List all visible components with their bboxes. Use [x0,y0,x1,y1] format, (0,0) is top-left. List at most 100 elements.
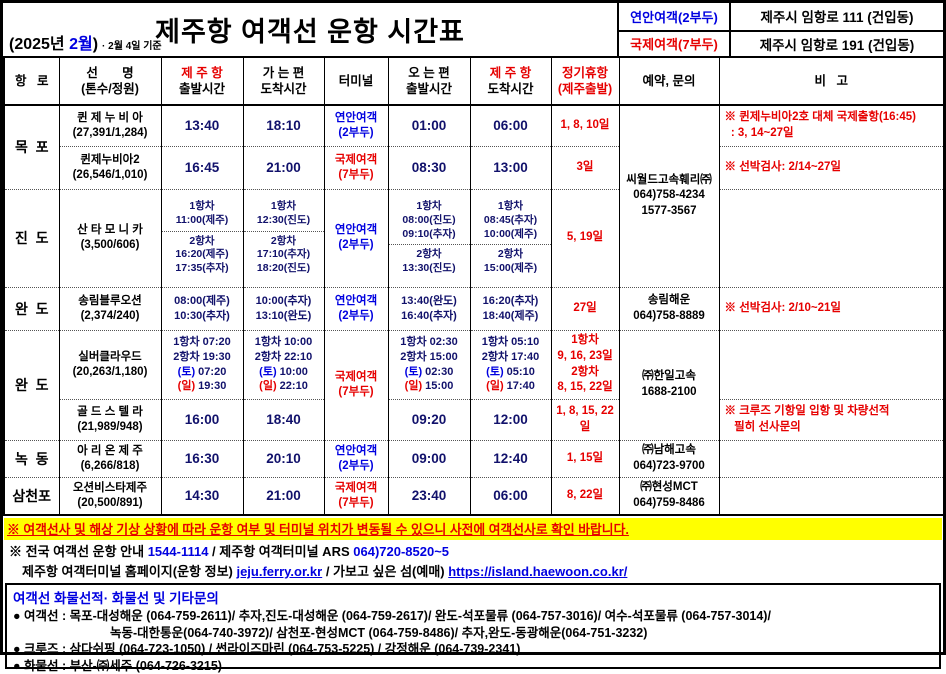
ship-cell: 골 드 스 텔 라 (21,989/948) [59,399,161,440]
ship-cell: 산 타 모 니 카 (3,500/606) [59,189,161,287]
jeju-arrival-cell: 16:20(추자) 18:40(제주) [470,287,551,330]
terminal-cell: 국제여객 (7부두) [324,330,388,440]
page: 제주항 여객선 운항 시간표 (2025년 2월)· 2월 4일 기준 연안여객… [0,0,946,655]
cargo-contact-box: 여객선 화물선적· 화물선 및 기타문의 ● 여객선 : 목포-대성해운 (06… [5,583,941,669]
info-line-websites: 제주항 여객터미널 홈페이지(운항 정보) jeju.ferry.or.kr /… [3,560,943,580]
terminal-row-international: 국제여객(7부두) 제주시 임항로 191 (건입동) [619,30,943,57]
terminal-cell: 국제여객 (7부두) [324,146,388,189]
outbound-arrival-cell: 20:10 [243,440,324,477]
text-segment: 07:20 [195,366,226,378]
inbound-departure-cell: 08:30 [388,146,470,189]
text-segment: ) [93,36,98,53]
note-cell [719,477,944,515]
holiday-cell: 1, 8, 15, 22일 [551,399,619,440]
cargo-contact-title: 여객선 화물선적· 화물선 및 기타문의 [13,587,933,607]
terminal-cell: 연안여객 (2부두) [324,287,388,330]
note-cell [719,330,944,399]
title-zone: 제주항 여객선 운항 시간표 (2025년 2월)· 2월 4일 기준 [3,3,617,56]
text-segment: 02:30 [422,366,453,378]
text-segment: 10:00 [277,366,308,378]
jeju-arrival-cell: 12:00 [470,399,551,440]
jeju-departure-cell: 13:40 [161,105,243,146]
contact-cell-namhae: ㈜남해고속 064)723-9700 [619,440,719,477]
route-cell-wando2: 완 도 [4,330,59,440]
text-segment: 1544-1114 [148,544,209,559]
terminal-row-coastal: 연안여객(2부두) 제주시 임항로 111 (건입동) [619,3,943,30]
holiday-cell: 1항차 9, 16, 23일 2항차 8, 15, 22일 [551,330,619,399]
date-label: (2025년 2월)· 2월 4일 기준 [9,30,162,54]
text-segment: 17:40 [504,380,535,392]
text-segment: / 제주항 여객터미널 ARS [208,544,353,559]
cargo-line-passenger2: 녹동-대한통운(064-740-3972)/ 삼천포-현성MCT (064-75… [13,625,933,642]
note-cell: ※ 선박검사: 2/10~21일 [719,287,944,330]
text-segment: (2025년 [9,36,69,53]
inbound-departure-cell: 1항차 08:00(진도) 09:10(추자) 2항차 13:30(진도) [388,189,470,287]
text-segment: (토) [405,366,422,378]
col-header-terminal: 터미널 [324,57,388,105]
text-segment: (일) [259,380,276,392]
note-cell: ※ 선박검사: 2/14~27일 [719,146,944,189]
note-cell: ※ 퀸제누비아2호 대체 국제출항(16:45) : 3, 14~27일 [719,105,944,146]
text-segment: 19:30 [195,380,226,392]
terminal-name-coastal: 연안여객(2부두) [619,3,731,30]
route-cell-samcheonpo: 삼천포 [4,477,59,515]
holiday-cell: 1, 8, 10일 [551,105,619,146]
terminal-cell: 연안여객 (2부두) [324,105,388,146]
jeju-departure-cell: 08:00(제주) 10:30(추자) [161,287,243,330]
jeju-departure-cell: 14:30 [161,477,243,515]
col-header-route: 항 로 [4,57,59,105]
jeju-arrival-cell: 06:00 [470,105,551,146]
contact-cell-hanil: ㈜한일고속 1688-2100 [619,330,719,440]
warning-text: ※ 여객선사 및 해상 기상 상황에 따라 운항 여부 및 터미널 위치가 변동… [7,522,629,537]
jeju-arrival-cell: 1항차 05:10 2항차 17:40 (토) 05:10 (일) 17:40 [470,330,551,399]
contact-cell-seaworld: 씨월드고속훼리㈜ 064)758-4234 1577-3567 [619,105,719,287]
ship-cell: 송림블루오션 (2,374/240) [59,287,161,330]
jeju-arrival-cell: 12:40 [470,440,551,477]
jeju-departure-cell: 1항차 07:20 2항차 19:30 (토) 07:20 (일) 19:30 [161,330,243,399]
terminal-cell: 연안여객 (2부두) [324,440,388,477]
outbound-arrival-cell: 10:00(추자) 13:10(완도) [243,287,324,330]
row-songlim-blue-ocean: 완 도 송림블루오션 (2,374/240) 08:00(제주) 10:30(추… [4,287,944,330]
text-segment: (일) [405,380,422,392]
outbound-arrival-cell: 18:10 [243,105,324,146]
inbound-departure-cell: 09:20 [388,399,470,440]
outbound-arrival-cell: 21:00 [243,146,324,189]
link[interactable]: jeju.ferry.or.kr [236,564,322,579]
ship-cell: 퀸제누비아2 (26,546/1,010) [59,146,161,189]
text-segment: ※ 전국 여객선 운항 안내 [9,544,148,559]
jeju-departure-cell: 1항차 11:00(제주) 2항차 16:20(제주) 17:35(추자) [161,189,243,287]
jeju-departure-cell: 16:45 [161,146,243,189]
route-cell-mokpo: 목 포 [4,105,59,189]
text-segment: 15:00 [422,380,453,392]
terminal-cell: 국제여객 (7부두) [324,477,388,515]
route-cell-jindo: 진 도 [4,189,59,287]
contact-cell-songlim: 송림해운 064)758-8889 [619,287,719,330]
text-segment: 제주항 여객터미널 홈페이지(운항 정보) [22,564,236,579]
row-queen-jenuvia: 목 포 퀸 제 누 비 아 (27,391/1,284) 13:40 18:10… [4,105,944,146]
holiday-cell: 1, 15일 [551,440,619,477]
text-segment: 064)720-8520~5 [353,544,449,559]
text-segment: 22:10 [277,380,308,392]
inbound-departure-cell: 13:40(완도) 16:40(추자) [388,287,470,330]
inbound-departure-cell: 1항차 02:30 2항차 15:00 (토) 02:30 (일) 15:00 [388,330,470,399]
terminal-name-international: 국제여객(7부두) [619,32,731,57]
text-segment: 05:10 [504,366,535,378]
text-segment: (토) [259,366,276,378]
ship-cell: 실버클라우드 (20,263/1,180) [59,330,161,399]
row-ocean-vista-jeju: 삼천포 오션비스타제주 (20,500/891) 14:30 21:00 국제여… [4,477,944,515]
col-header-holiday: 정기휴항 (제주출발) [551,57,619,105]
jeju-arrival-cell: 13:00 [470,146,551,189]
holiday-cell: 5, 19일 [551,189,619,287]
text-segment: (일) [486,380,503,392]
text-segment: 2월 [69,36,93,53]
link[interactable]: https://island.haewoon.co.kr/ [448,564,627,579]
contact-cell-hyunsung: ㈜현성MCT 064)759-8486 [619,477,719,515]
text-segment: (토) [486,366,503,378]
warning-banner: ※ 여객선사 및 해상 기상 상황에 따라 운항 여부 및 터미널 위치가 변동… [4,518,942,540]
holiday-cell: 8, 22일 [551,477,619,515]
row-santa-monica: 진 도 산 타 모 니 카 (3,500/606) 1항차 11:00(제주) … [4,189,944,287]
terminal-address-international: 제주시 임항로 191 (건입동) [731,34,943,54]
col-header-note: 비 고 [719,57,944,105]
